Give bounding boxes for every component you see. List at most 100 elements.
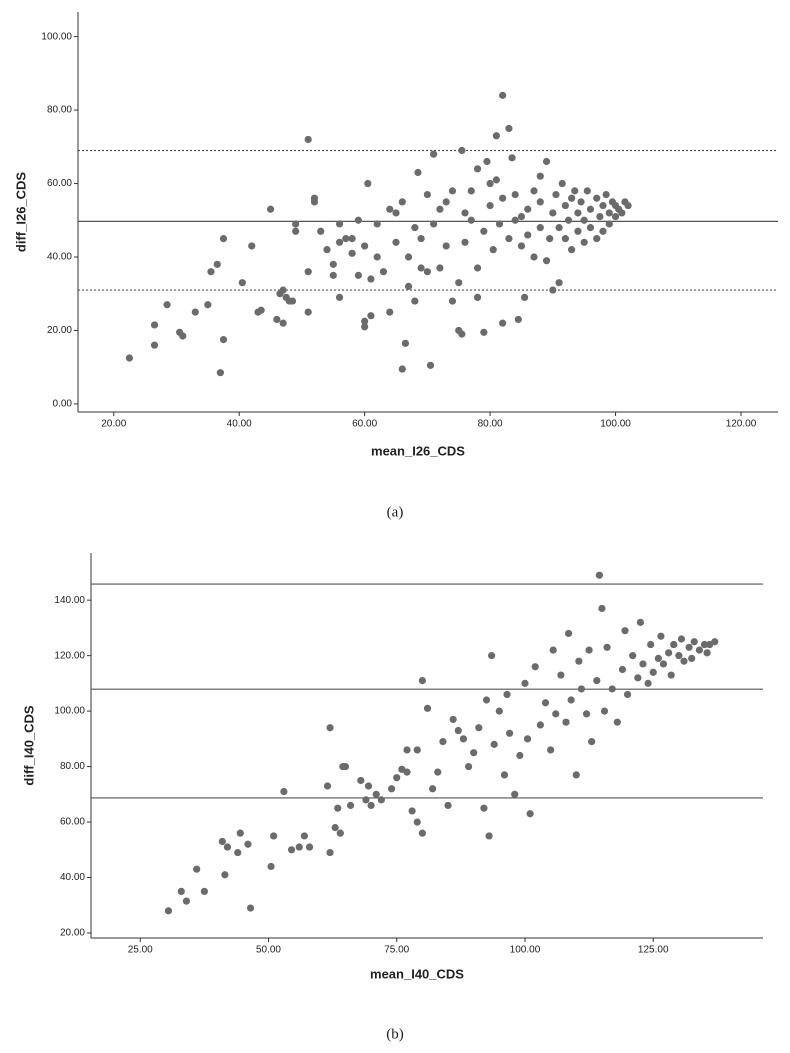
point bbox=[361, 242, 369, 250]
point bbox=[461, 209, 469, 217]
point bbox=[574, 209, 582, 217]
point bbox=[585, 646, 593, 654]
point bbox=[392, 209, 400, 217]
point bbox=[207, 268, 215, 276]
point bbox=[659, 660, 668, 668]
point bbox=[448, 297, 457, 305]
point bbox=[448, 187, 457, 195]
point bbox=[480, 804, 488, 812]
point bbox=[613, 718, 621, 726]
point bbox=[164, 907, 173, 915]
point bbox=[459, 735, 468, 743]
point bbox=[499, 319, 507, 327]
point bbox=[473, 264, 482, 272]
point bbox=[392, 238, 400, 246]
point bbox=[511, 190, 519, 199]
y-tick-label: 140.00 bbox=[54, 595, 85, 606]
point bbox=[586, 205, 595, 213]
caption: (a) bbox=[387, 504, 404, 520]
point bbox=[219, 235, 228, 243]
point bbox=[341, 762, 350, 771]
point bbox=[482, 696, 491, 704]
point bbox=[401, 339, 410, 347]
point bbox=[536, 224, 544, 232]
point bbox=[690, 638, 698, 646]
point bbox=[404, 253, 413, 261]
point bbox=[317, 227, 325, 235]
point bbox=[342, 235, 350, 243]
point bbox=[473, 165, 482, 173]
point bbox=[287, 846, 296, 854]
point bbox=[561, 201, 569, 210]
point bbox=[292, 220, 300, 228]
point bbox=[455, 279, 463, 287]
point bbox=[499, 194, 507, 202]
point bbox=[639, 660, 647, 668]
point bbox=[449, 715, 457, 724]
point bbox=[417, 264, 425, 272]
point bbox=[595, 571, 603, 579]
point bbox=[605, 209, 613, 217]
point bbox=[574, 227, 582, 235]
point bbox=[367, 275, 375, 283]
point bbox=[583, 187, 591, 195]
point bbox=[418, 829, 426, 837]
point bbox=[364, 179, 372, 188]
point bbox=[568, 246, 576, 254]
point bbox=[216, 369, 224, 377]
y-tick-label: 80.00 bbox=[60, 761, 85, 772]
point bbox=[436, 264, 444, 272]
point bbox=[490, 740, 498, 748]
point bbox=[552, 710, 560, 718]
point bbox=[549, 286, 557, 294]
point bbox=[348, 249, 356, 257]
point bbox=[248, 242, 256, 250]
point bbox=[444, 801, 452, 810]
point bbox=[150, 321, 159, 329]
point bbox=[442, 198, 450, 206]
point bbox=[331, 824, 339, 832]
point bbox=[267, 862, 275, 871]
point bbox=[555, 279, 563, 287]
point bbox=[500, 771, 509, 779]
point bbox=[492, 132, 500, 140]
point bbox=[434, 768, 442, 776]
point bbox=[279, 286, 287, 294]
point bbox=[458, 330, 466, 338]
point bbox=[204, 301, 212, 309]
point bbox=[304, 268, 312, 276]
point bbox=[200, 887, 208, 896]
point bbox=[335, 238, 344, 246]
point bbox=[577, 685, 586, 693]
point bbox=[354, 271, 362, 279]
point bbox=[582, 710, 591, 718]
point bbox=[636, 618, 644, 626]
point bbox=[346, 801, 355, 810]
point bbox=[458, 146, 466, 155]
x-tick-label: 25.00 bbox=[128, 945, 153, 956]
caption: (b) bbox=[386, 1026, 404, 1042]
point bbox=[593, 676, 601, 685]
point bbox=[418, 676, 426, 685]
point bbox=[273, 315, 281, 324]
point bbox=[492, 176, 500, 184]
point bbox=[329, 260, 337, 268]
point bbox=[357, 776, 365, 785]
point bbox=[675, 652, 683, 660]
point bbox=[599, 201, 607, 210]
point bbox=[531, 663, 539, 671]
point bbox=[561, 235, 569, 243]
point bbox=[488, 652, 496, 660]
point bbox=[300, 832, 308, 840]
point bbox=[295, 843, 303, 851]
point bbox=[599, 227, 607, 235]
point bbox=[516, 751, 524, 760]
point bbox=[577, 198, 585, 206]
point bbox=[618, 209, 626, 217]
y-tick-label: 60.00 bbox=[47, 178, 72, 189]
point bbox=[257, 306, 265, 314]
point bbox=[386, 308, 394, 316]
point bbox=[470, 749, 478, 757]
point bbox=[536, 198, 544, 206]
x-tick-label: 20.00 bbox=[101, 419, 126, 430]
